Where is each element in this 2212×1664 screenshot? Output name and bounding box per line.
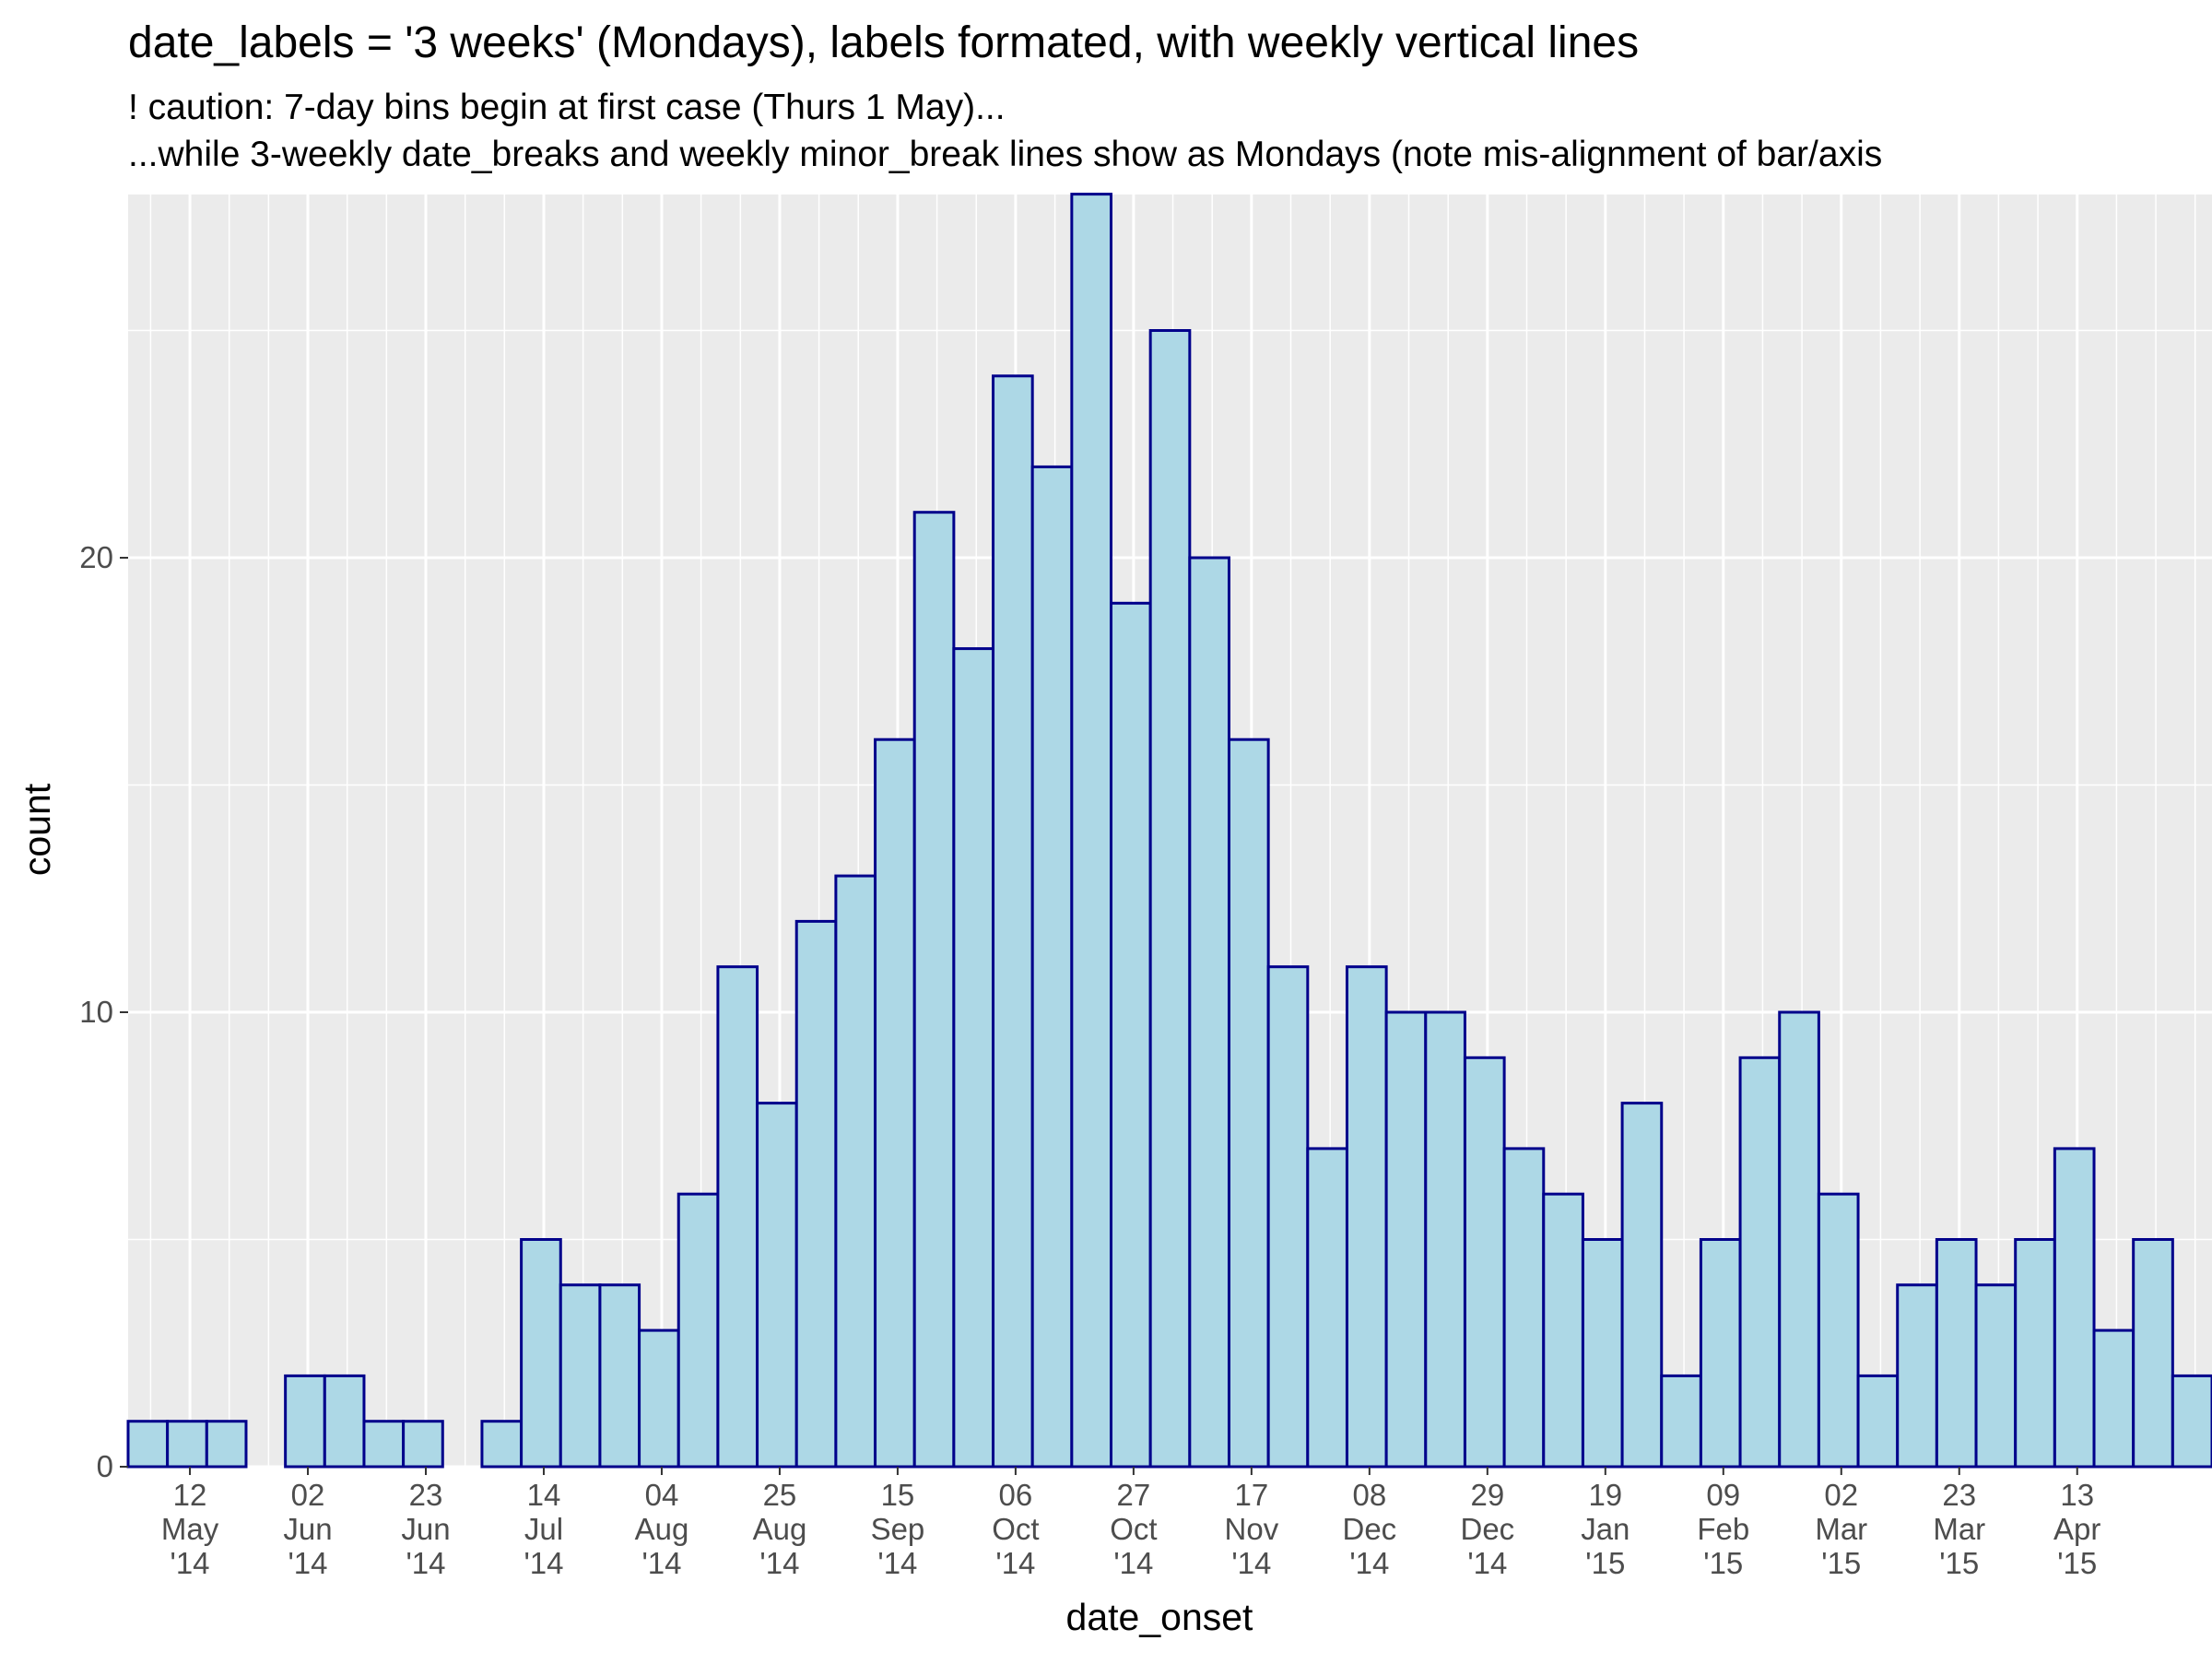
histogram-bar <box>716 965 759 1469</box>
y-tick-label: 20 <box>79 540 113 574</box>
histogram-bar <box>402 1420 444 1469</box>
histogram-bar <box>677 1192 720 1469</box>
histogram-bar <box>1896 1283 1938 1469</box>
x-tick-label: 25 Aug '14 <box>753 1478 807 1580</box>
histogram-bar <box>480 1420 524 1469</box>
histogram-bar <box>2132 1238 2174 1469</box>
x-tick-label: 09 Feb '15 <box>1697 1478 1749 1580</box>
chart-subtitle-line-1: ! caution: 7-day bins begin at first cas… <box>128 88 1006 127</box>
histogram-bar <box>166 1420 208 1469</box>
histogram-bar <box>1384 1010 1428 1469</box>
histogram-bar <box>1188 556 1230 1469</box>
x-tick-label: 02 Jun '14 <box>283 1478 332 1580</box>
histogram-bar <box>1817 1192 1860 1469</box>
x-tick-label: 06 Oct '14 <box>992 1478 1039 1580</box>
x-axis: 12 May '14 02 Jun '14 23 Jun '14 14 Jul '14 04 Aug '14… <box>161 1467 2100 1580</box>
histogram-bar <box>2092 1328 2136 1469</box>
histogram-bar <box>1345 965 1388 1469</box>
histogram-bar <box>284 1374 326 1469</box>
histogram-bar <box>598 1283 641 1469</box>
histogram-bar <box>2053 1147 2096 1469</box>
histogram-bar <box>1306 1147 1348 1469</box>
x-tick-label: 15 Sep '14 <box>871 1478 925 1580</box>
histogram-bar <box>2171 1374 2212 1469</box>
histogram-bar <box>912 511 956 1469</box>
x-tick-label: 14 Jul '14 <box>524 1478 563 1580</box>
histogram-bar <box>874 738 916 1469</box>
x-tick-label: 08 Dec '14 <box>1343 1478 1397 1580</box>
histogram-bar <box>1542 1192 1584 1469</box>
histogram-bar <box>205 1420 248 1469</box>
histogram-bar <box>1778 1010 1820 1469</box>
y-tick-label: 10 <box>79 995 113 1029</box>
histogram-bar <box>1110 601 1152 1469</box>
histogram-bar <box>2014 1238 2056 1469</box>
histogram-bars <box>126 193 2212 1469</box>
histogram-bar <box>1070 193 1113 1469</box>
x-tick-label: 23 Mar '15 <box>1933 1478 1985 1580</box>
histogram-bar <box>638 1328 680 1469</box>
histogram-bar <box>1581 1238 1624 1469</box>
x-axis-title: date_onset <box>1066 1596 1254 1638</box>
histogram-bar <box>756 1102 798 1469</box>
y-axis-title: count <box>16 783 58 876</box>
histogram-bar <box>1620 1102 1664 1469</box>
histogram-bar <box>1974 1283 2018 1469</box>
histogram-bar <box>1227 738 1270 1469</box>
histogram-bar <box>323 1374 366 1469</box>
x-tick-label: 12 May '14 <box>161 1478 219 1580</box>
x-tick-label: 23 Jun '14 <box>401 1478 450 1580</box>
histogram-bar <box>1738 1056 1782 1469</box>
histogram-bar <box>794 919 838 1469</box>
y-axis: 0 10 20 <box>79 540 128 1483</box>
chart-title: date_labels = '3 weeks' (Mondays), label… <box>128 18 1639 67</box>
histogram-bar <box>1463 1056 1506 1469</box>
histogram-bar <box>362 1420 406 1469</box>
x-tick-label: 13 Apr '15 <box>2053 1478 2100 1580</box>
chart-subtitle-line-2: ...while 3-weekly date_breaks and weekly… <box>128 135 1882 174</box>
histogram-bar <box>1266 965 1310 1469</box>
histogram-bar <box>1424 1010 1466 1469</box>
x-tick-label: 04 Aug '14 <box>635 1478 689 1580</box>
histogram-bar <box>1030 465 1074 1469</box>
histogram-bar <box>834 874 877 1469</box>
histogram-bar <box>1502 1147 1546 1469</box>
histogram-bar <box>1660 1374 1702 1469</box>
y-tick-label: 0 <box>97 1449 113 1483</box>
x-tick-label: 02 Mar '15 <box>1815 1478 1867 1580</box>
histogram-bar <box>126 1420 170 1469</box>
histogram-bar <box>1148 329 1192 1469</box>
x-tick-label: 27 Oct '14 <box>1110 1478 1157 1580</box>
histogram-bar <box>992 374 1034 1469</box>
histogram-bar <box>1699 1238 1742 1469</box>
histogram-bar <box>1856 1374 1900 1469</box>
histogram-bar <box>1935 1238 1978 1469</box>
x-tick-label: 17 Nov '14 <box>1225 1478 1279 1580</box>
histogram-bar <box>520 1238 562 1469</box>
histogram-bar <box>952 647 995 1469</box>
histogram-bar <box>559 1283 602 1469</box>
x-tick-label: 19 Jan '15 <box>1581 1478 1630 1580</box>
x-tick-label: 29 Dec '14 <box>1460 1478 1514 1580</box>
